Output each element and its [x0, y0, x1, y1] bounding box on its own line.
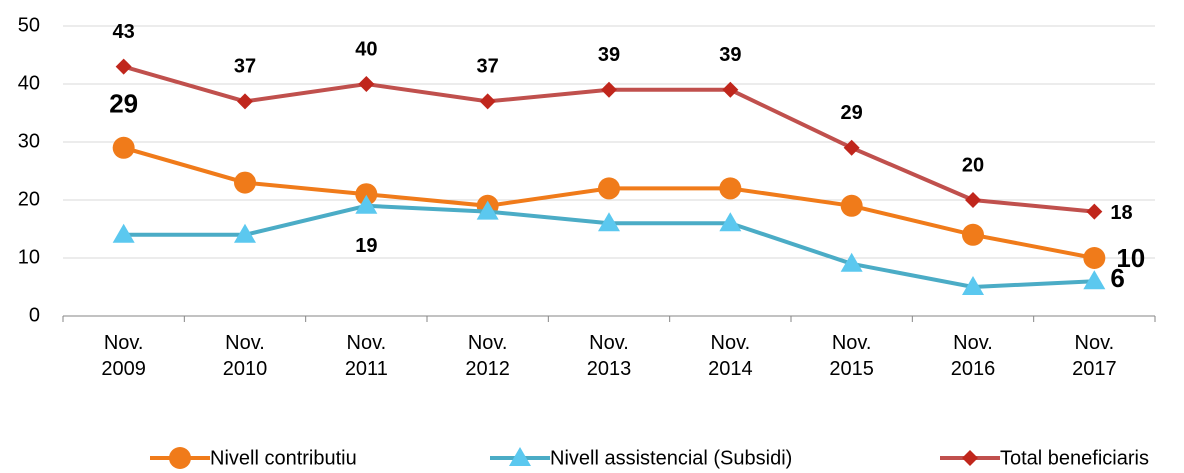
point	[843, 139, 860, 156]
y-tick-label: 20	[18, 188, 40, 210]
point	[840, 194, 863, 217]
point	[962, 276, 984, 295]
point	[355, 194, 378, 214]
series-line	[123, 145, 1095, 260]
y-tick-label: 0	[29, 304, 40, 326]
x-tick-label: Nov. 2013	[586, 332, 632, 380]
point	[476, 200, 499, 220]
data-label: 18	[1110, 202, 1132, 224]
point	[358, 76, 375, 92]
data-label: 43	[113, 21, 135, 43]
point	[965, 192, 981, 208]
data-label: 40	[355, 38, 377, 60]
point	[719, 212, 742, 232]
data-label: 10	[1116, 243, 1145, 273]
y-tick-label: 10	[18, 246, 40, 268]
legend-item: Total beneficiaris	[940, 447, 1149, 469]
point	[840, 252, 863, 272]
y-tick-label: 30	[18, 130, 40, 152]
point	[719, 177, 742, 200]
data-label: 19	[355, 235, 377, 257]
data-label: 37	[234, 56, 256, 78]
x-tick-label: Nov. 2016	[950, 332, 996, 380]
x-tick-label: Nov. 2015	[829, 332, 874, 380]
series: 19 6	[112, 194, 1125, 295]
point	[115, 58, 132, 75]
point	[598, 212, 620, 232]
point	[112, 136, 135, 159]
point	[234, 171, 256, 194]
legend-label: Nivell contributiu	[210, 447, 357, 469]
legend-marker	[509, 447, 531, 466]
legend-label: Nivell assistencial (Subsidi)	[550, 447, 792, 469]
point	[479, 93, 496, 110]
point	[1083, 247, 1106, 269]
data-label: 29	[841, 102, 863, 124]
y-tick-label: 50	[18, 14, 40, 36]
point	[234, 223, 256, 243]
point	[1086, 203, 1103, 220]
point	[1083, 270, 1106, 290]
point	[598, 177, 620, 200]
data-label: 39	[598, 44, 620, 66]
x-tick-label: Nov. 2017	[1072, 332, 1117, 380]
legend-marker	[169, 447, 191, 469]
series: 43 37 40 37 39 39 29 20 18	[113, 21, 1133, 224]
data-label: 37	[477, 56, 499, 78]
legend-marker	[962, 450, 978, 466]
legend-item: Nivell assistencial (Subsidi)	[490, 447, 792, 469]
point	[601, 81, 617, 98]
x-tick-label: Nov. 2011	[344, 332, 388, 380]
point	[237, 93, 253, 110]
point	[722, 81, 739, 98]
point	[962, 223, 984, 246]
series: 29 10	[109, 89, 1145, 273]
legend-item: Nivell contributiu	[150, 447, 357, 469]
data-label: 20	[962, 154, 984, 176]
data-label: 6	[1110, 263, 1124, 293]
x-tick-label: Nov. 2012	[465, 332, 510, 380]
x-tick-label: Nov. 2010	[222, 332, 268, 380]
point	[112, 223, 135, 243]
data-label: 29	[109, 89, 138, 119]
legend-label: Total beneficiaris	[1000, 447, 1149, 469]
x-tick-label: Nov. 2009	[101, 332, 146, 380]
data-label: 39	[719, 44, 741, 66]
point	[355, 183, 378, 206]
x-tick-label: Nov. 2014	[708, 332, 753, 380]
y-tick-label: 40	[18, 72, 40, 94]
